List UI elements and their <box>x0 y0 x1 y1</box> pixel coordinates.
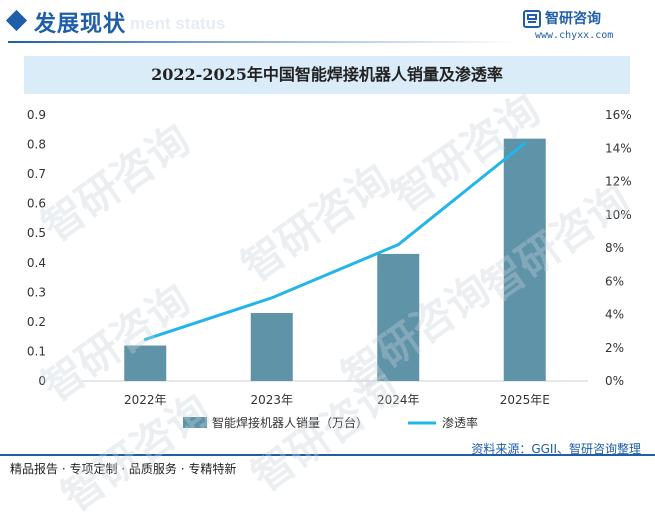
footer-divider <box>0 454 655 456</box>
y-left-tick-label: 0 <box>38 374 46 388</box>
y-left-tick-label: 0.7 <box>27 167 46 181</box>
diamond-bullet-icon <box>6 10 27 31</box>
y-right-tick-label: 2% <box>605 341 624 355</box>
brand-name: 智研咨询 <box>545 8 601 28</box>
section-title: 发展现状 <box>34 6 126 38</box>
y-right-tick-label: 12% <box>605 175 632 189</box>
chart-title: 2022-2025年中国智能焊接机器人销量及渗透率 <box>24 56 630 94</box>
x-tick-label: 2022年 <box>124 393 167 407</box>
chart-area: 0 0.1 0.2 0.3 0.4 0.5 0.6 0.7 0.8 0.9 0% 2% 4% 6% 8% 10… <box>0 100 655 440</box>
y-right-tick-label: 0% <box>605 374 624 388</box>
section-subtitle-en: ment status <box>130 14 225 34</box>
y-left-tick-label: 0.9 <box>27 108 46 122</box>
chart-title-box: 2022-2025年中国智能焊接机器人销量及渗透率 <box>24 56 630 94</box>
y-right-tick-label: 10% <box>605 208 632 222</box>
bar-sales <box>124 346 166 381</box>
title-underline <box>8 41 518 43</box>
y-right-tick-label: 8% <box>605 241 624 255</box>
y-right-tick-label: 14% <box>605 141 632 155</box>
footer-slogan: 精品报告 · 专项定制 · 品质服务 · 专精特新 <box>10 460 236 477</box>
y-left-tick-label: 0.2 <box>27 315 46 329</box>
brand-logo-icon <box>523 10 541 28</box>
x-tick-label: 2023年 <box>250 393 293 407</box>
header-bar: 发展现状 ment status 智研咨询 www.chyxx.com <box>0 0 655 48</box>
x-tick-label: 2025年E <box>500 393 550 407</box>
bar-sales <box>377 254 419 381</box>
brand-block: 智研咨询 www.chyxx.com <box>523 8 643 48</box>
bar-sales <box>504 139 546 381</box>
y-left-tick-label: 0.1 <box>27 344 46 358</box>
legend-swatch-bar <box>183 417 207 428</box>
legend-label-bar: 智能焊接机器人销量（万台） <box>212 415 368 430</box>
y-left-tick-label: 0.8 <box>27 138 46 152</box>
y-right-tick-label: 16% <box>605 108 632 122</box>
y-left-tick-label: 0.6 <box>27 197 46 211</box>
bar-sales <box>251 313 293 381</box>
y-left-tick-label: 0.4 <box>27 256 46 270</box>
y-left-tick-label: 0.5 <box>27 226 46 240</box>
legend-label-line: 渗透率 <box>442 415 478 430</box>
line-penetration-rate <box>145 143 525 339</box>
brand-url: www.chyxx.com <box>535 30 613 41</box>
x-tick-label: 2024年 <box>377 393 420 407</box>
y-left-tick-label: 0.3 <box>27 285 46 299</box>
y-right-tick-label: 4% <box>605 308 624 322</box>
y-right-tick-label: 6% <box>605 274 624 288</box>
